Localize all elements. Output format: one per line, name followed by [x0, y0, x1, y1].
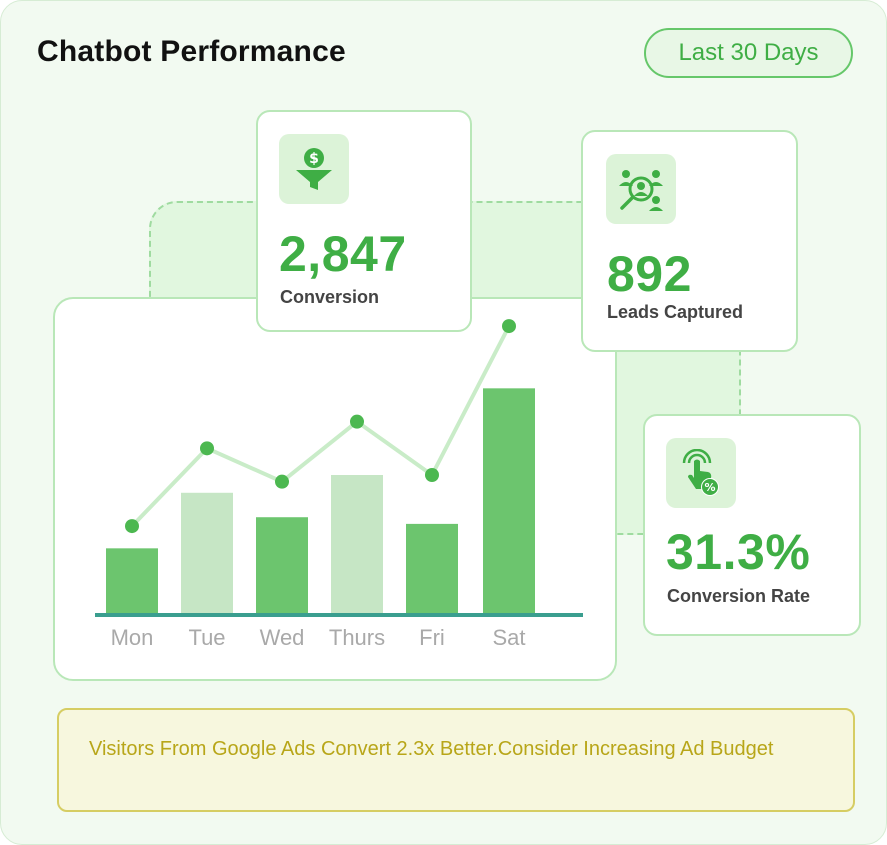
x-tick-label: Sat	[492, 625, 525, 650]
conversion-card: $ 2,847 Conversion	[256, 110, 472, 332]
leads-card: 892 Leads Captured	[581, 130, 798, 352]
bar-tue	[181, 492, 233, 615]
bar-wed	[256, 517, 308, 615]
leads-value: 892	[607, 246, 692, 302]
trend-line	[130, 325, 511, 528]
chart-card: Mon Tue Wed Thurs Fri Sat	[53, 297, 617, 681]
trend-point-sat	[502, 319, 516, 334]
insight-banner: Visitors From Google Ads Convert 2.3x Be…	[57, 708, 855, 812]
x-tick-label: Wed	[260, 625, 305, 650]
bar-fri	[406, 523, 458, 615]
x-tick-label: Fri	[419, 625, 445, 650]
trend-point-thurs	[350, 414, 364, 429]
conversion-rate-label: Conversion Rate	[667, 586, 811, 606]
trend-point-fri	[425, 468, 439, 482]
bar-mon	[106, 548, 158, 615]
bar-thurs	[331, 475, 383, 615]
target-users-icon	[619, 170, 663, 211]
date-range-button[interactable]: Last 30 Days	[644, 28, 853, 78]
x-tick-label: Mon	[111, 625, 154, 650]
conversion-rate-card: % 31.3% Conversion Rate	[643, 414, 861, 636]
trend-point-tue	[200, 441, 214, 456]
leads-label: Leads Captured	[607, 302, 744, 322]
page-title: Chatbot Performance	[37, 35, 346, 68]
leads-icon-box	[606, 154, 676, 224]
tap-percent-icon: %	[682, 449, 719, 496]
trend-point-wed	[275, 474, 289, 489]
conversion-icon-box: $	[279, 134, 349, 204]
conversion-rate-value: 31.3%	[666, 524, 811, 580]
svg-text:$: $	[309, 151, 319, 167]
svg-text:%: %	[704, 481, 715, 494]
funnel-dollar-icon: $	[296, 148, 332, 190]
insight-text: Visitors From Google Ads Convert 2.3x Be…	[89, 738, 774, 760]
conversion-label: Conversion	[280, 287, 380, 307]
x-tick-label: Tue	[188, 625, 225, 650]
trend-point-mon	[125, 519, 139, 534]
bar-sat	[483, 388, 535, 615]
conversion-rate-icon-box: %	[666, 438, 736, 508]
conversion-value: 2,847	[279, 226, 407, 282]
bar-line-chart: Mon Tue Wed Thurs Fri Sat	[95, 319, 583, 650]
x-tick-label: Thurs	[329, 625, 385, 650]
